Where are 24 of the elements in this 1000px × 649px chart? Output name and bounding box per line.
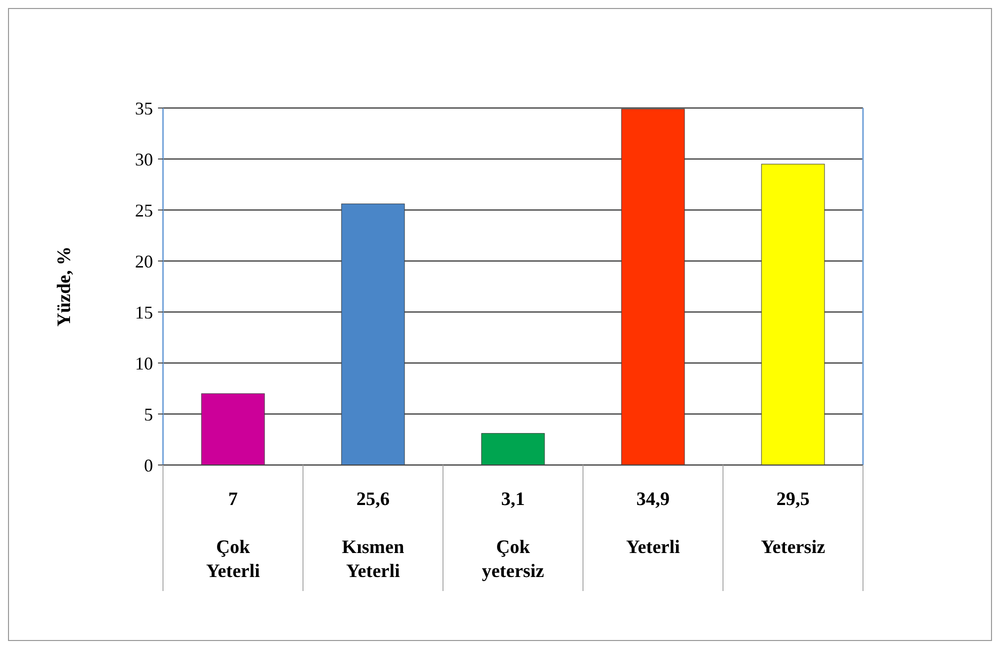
data-label: 25,6 [356,489,390,510]
x-tick-label: Yeterli [626,537,680,558]
y-tick-label: 0 [144,455,153,476]
y-axis-title: Yüzde, % [54,246,75,327]
bar [201,393,265,466]
y-tick-label: 35 [135,98,153,118]
y-tick-label: 20 [135,251,153,272]
x-tick-label: Çok yetersiz [482,537,545,582]
y-tick-label: 30 [135,149,153,170]
data-label: 3,1 [501,489,525,510]
x-tick-label: Kısmen Yeterli [342,537,405,582]
y-tick-label: 10 [135,353,153,374]
data-label: 29,5 [776,489,810,510]
data-label: 7 [228,489,238,510]
y-tick-label: 25 [135,200,153,220]
data-label: 34,9 [636,489,670,510]
bar [481,433,545,466]
y-tick-label: 15 [135,302,153,322]
bar [761,164,825,466]
bar [341,204,405,466]
bar [621,108,685,466]
y-tick-label: 5 [144,404,153,424]
x-tick-label: Çok Yeterli [206,537,260,582]
x-tick-label: Yetersiz [760,537,826,558]
